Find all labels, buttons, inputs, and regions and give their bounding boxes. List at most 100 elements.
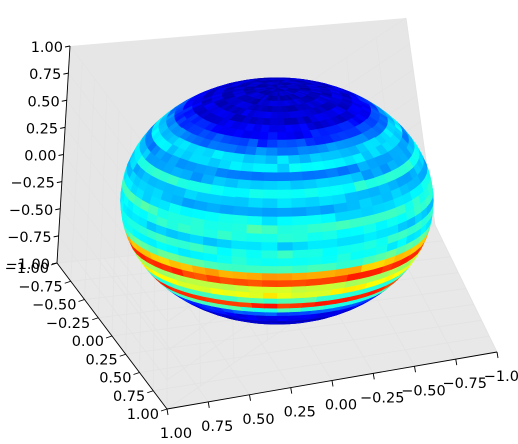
sphere-patch — [291, 223, 308, 234]
sphere-patch — [307, 239, 323, 250]
sphere-patch — [271, 106, 278, 113]
sphere-patch — [291, 264, 308, 274]
sphere-patch — [306, 263, 323, 273]
sphere-patch — [242, 154, 256, 164]
sphere-patch — [276, 279, 293, 288]
sphere-patch — [276, 180, 291, 191]
sphere-patch — [276, 241, 293, 251]
y-grid-line — [111, 110, 120, 337]
sphere-patch — [307, 247, 323, 258]
sphere-patch — [310, 161, 326, 172]
y-tick-label: 0.25 — [85, 352, 117, 368]
sphere-patch — [247, 278, 263, 287]
sphere-patch — [261, 224, 278, 235]
sphere-patch — [276, 139, 288, 149]
sphere-patch — [312, 169, 328, 180]
sphere-patch — [253, 154, 267, 165]
floor-grid-line — [434, 224, 498, 353]
sphere-patch — [270, 111, 278, 120]
z-tickmark — [61, 99, 67, 102]
sphere-patch — [291, 206, 307, 217]
sphere-patch — [236, 179, 252, 190]
x-tickmark — [249, 394, 251, 401]
y-tick-label: −0.25 — [46, 316, 90, 332]
sphere-patch — [262, 189, 278, 200]
y-tickmark — [147, 390, 154, 394]
sphere-patch — [228, 161, 244, 172]
sphere-patch — [246, 240, 263, 251]
sphere-patch — [249, 297, 265, 304]
sphere-patch — [261, 279, 278, 288]
sphere-patch — [240, 162, 255, 173]
x-tickmark — [496, 351, 499, 359]
sphere-patch — [235, 187, 251, 199]
sphere-patch — [262, 198, 278, 209]
y-tickmark — [160, 408, 168, 412]
x-tickmark — [414, 366, 416, 373]
sphere-patch — [262, 292, 278, 299]
z-tick-label: −0.25 — [10, 176, 54, 192]
sphere-patch — [246, 215, 263, 226]
sphere-patch — [260, 124, 271, 133]
sphere-patch — [261, 207, 278, 217]
sphere-patch — [329, 184, 345, 196]
sphere-patch — [304, 196, 320, 208]
x-tickmark — [331, 380, 334, 387]
y-grid-line — [97, 94, 108, 318]
sphere-patch — [233, 205, 249, 216]
sphere-patch — [290, 197, 306, 208]
sphere-patch — [316, 186, 332, 198]
y-tick-label: 0.00 — [72, 334, 104, 350]
sphere-patch — [306, 231, 323, 242]
sphere-patch — [276, 302, 291, 309]
sphere-patch — [267, 132, 278, 141]
x-tick-label: 1.00 — [160, 426, 192, 442]
sphere-patch — [261, 241, 278, 251]
sphere-patch — [276, 100, 282, 107]
sphere-patch — [248, 285, 264, 293]
y-tickmark — [105, 335, 113, 339]
sphere-patch — [261, 272, 278, 281]
z-tick-label: 1.00 — [31, 40, 63, 56]
sphere-patch — [290, 285, 306, 293]
sphere-patch — [284, 131, 296, 141]
sphere-patch — [263, 180, 278, 191]
sphere-patch — [263, 302, 278, 309]
sphere-patch — [276, 265, 293, 274]
sphere-patch — [264, 307, 278, 313]
sphere-patch — [232, 214, 249, 225]
sphere-patch — [291, 271, 308, 281]
sphere-patch — [276, 198, 292, 209]
x-tick-label: −0.25 — [360, 390, 404, 406]
sphere-patch — [276, 215, 293, 226]
y-grid-line — [84, 78, 95, 300]
sphere-patch — [266, 139, 278, 149]
sphere-patch — [269, 118, 278, 126]
sphere-patch — [246, 223, 263, 234]
sphere-patch — [276, 132, 287, 141]
z-tick-label: 0.00 — [24, 149, 56, 165]
sphere-patch — [276, 286, 292, 294]
sphere-patch — [288, 171, 304, 182]
sphere-patch — [302, 179, 318, 190]
sphere-patch — [291, 232, 308, 243]
sphere-patch — [231, 263, 248, 273]
sphere-patch — [287, 154, 301, 165]
sphere-patch — [299, 162, 314, 173]
tick-labels: 1.000.750.500.250.00−0.25−0.50−0.75−1.00… — [5, 40, 518, 442]
sphere-patch — [276, 189, 292, 200]
z-tickmark — [58, 154, 64, 156]
z-tick-label: −0.75 — [7, 230, 51, 246]
z-tick-label: −1.00 — [6, 257, 50, 273]
sphere-patch — [291, 278, 307, 287]
sphere-patch — [276, 224, 293, 235]
sphere-patch — [263, 172, 278, 182]
sphere-patch — [276, 311, 289, 317]
sphere-patch — [291, 215, 308, 226]
sphere-patch — [276, 257, 293, 267]
x-tickmark — [166, 408, 169, 416]
sphere-patch — [265, 147, 278, 157]
sphere-patch — [289, 180, 305, 191]
x-tick-label: 0.50 — [242, 412, 274, 428]
sphere-patch — [276, 272, 293, 281]
